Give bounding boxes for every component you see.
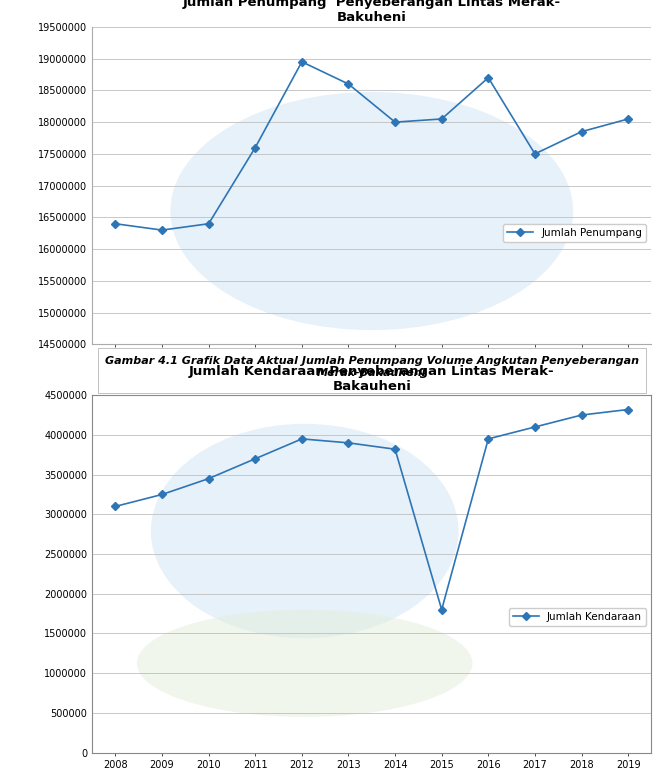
Jumlah Penumpang xyxy=(205,219,213,228)
Jumlah Penumpang xyxy=(391,118,399,127)
Jumlah Penumpang xyxy=(438,114,445,124)
Jumlah Penumpang xyxy=(298,57,306,66)
Jumlah Kendaraan xyxy=(205,474,213,483)
Jumlah Kendaraan xyxy=(531,422,539,432)
Jumlah Kendaraan xyxy=(158,490,166,499)
Jumlah Kendaraan xyxy=(251,454,259,463)
Jumlah Penumpang xyxy=(578,127,586,136)
Jumlah Kendaraan xyxy=(624,405,632,414)
Line: Jumlah Kendaraan: Jumlah Kendaraan xyxy=(113,407,631,612)
Jumlah Kendaraan xyxy=(345,439,353,448)
Jumlah Kendaraan xyxy=(438,605,445,614)
Jumlah Penumpang xyxy=(345,79,353,88)
Jumlah Kendaraan xyxy=(391,445,399,454)
Legend: Jumlah Kendaraan: Jumlah Kendaraan xyxy=(509,607,646,626)
Jumlah Penumpang xyxy=(531,149,539,158)
FancyBboxPatch shape xyxy=(98,348,646,392)
Legend: Jumlah Penumpang: Jumlah Penumpang xyxy=(503,224,646,243)
Jumlah Penumpang xyxy=(111,219,119,228)
Jumlah Kendaraan xyxy=(578,410,586,419)
Jumlah Kendaraan xyxy=(484,434,492,443)
Text: Gambar 4.1 Grafik Data Aktual Jumlah Penumpang Volume Angkutan Penyeberangan
Mer: Gambar 4.1 Grafik Data Aktual Jumlah Pen… xyxy=(105,356,639,378)
Line: Jumlah Penumpang: Jumlah Penumpang xyxy=(113,59,631,233)
Ellipse shape xyxy=(170,92,573,330)
Jumlah Penumpang xyxy=(158,226,166,235)
Jumlah Penumpang xyxy=(251,143,259,152)
Title: Jumlah Kendaraan Penyeberangan Lintas Merak-
Bakauheni: Jumlah Kendaraan Penyeberangan Lintas Me… xyxy=(189,365,555,392)
Ellipse shape xyxy=(151,424,459,638)
Jumlah Penumpang xyxy=(624,114,632,124)
Jumlah Kendaraan xyxy=(111,502,119,511)
Ellipse shape xyxy=(137,610,472,717)
Jumlah Kendaraan xyxy=(298,434,306,443)
Jumlah Penumpang xyxy=(484,73,492,82)
Title: Jumlah Penumpang  Penyeberangan Lintas Merak-
Bakuheni: Jumlah Penumpang Penyeberangan Lintas Me… xyxy=(183,0,561,25)
